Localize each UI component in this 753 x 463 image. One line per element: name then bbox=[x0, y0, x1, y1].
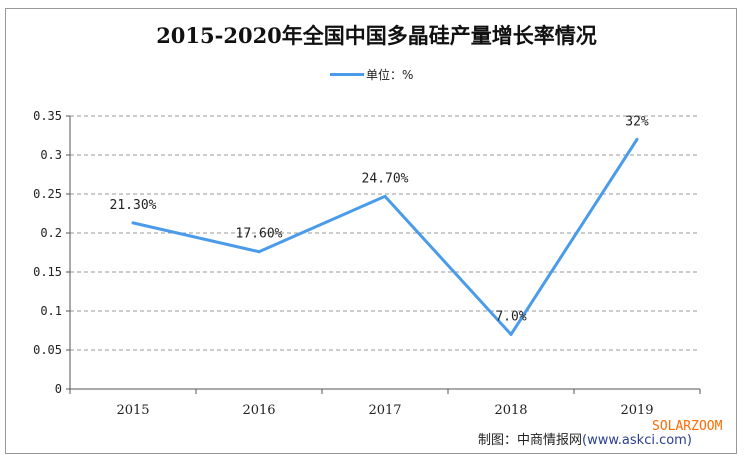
series-line bbox=[132, 138, 639, 336]
chart-title: 2015-2020年全国中国多晶硅产量增长率情况 bbox=[156, 23, 597, 48]
y-tick-label: 0 bbox=[55, 382, 62, 396]
y-tick-label: 0.35 bbox=[33, 109, 62, 123]
data-label: 17.60% bbox=[236, 227, 283, 242]
source-url: (www.askci.com) bbox=[582, 433, 692, 448]
solarzoom-watermark: SOLARZOOM bbox=[652, 419, 723, 434]
x-tick-label: 2016 bbox=[242, 403, 275, 418]
y-tick-label: 0.2 bbox=[40, 226, 62, 240]
data-point bbox=[257, 250, 261, 254]
x-tick-label: 2017 bbox=[368, 403, 401, 418]
data-point bbox=[131, 221, 135, 225]
y-tick-label: 0.05 bbox=[33, 343, 62, 357]
legend-label: 单位：% bbox=[366, 68, 414, 82]
data-label: 7.0% bbox=[495, 309, 526, 324]
source-text: 制图：中商情报网 bbox=[478, 433, 583, 448]
y-tick-label: 0.3 bbox=[40, 148, 62, 162]
data-point bbox=[383, 194, 387, 198]
footer-source: 制图：中商情报网(www.askci.com) bbox=[478, 429, 692, 448]
legend-swatch bbox=[330, 73, 364, 76]
data-point bbox=[635, 137, 639, 141]
data-point bbox=[509, 332, 513, 336]
data-label: 32% bbox=[625, 114, 649, 129]
legend: 单位：% bbox=[330, 66, 413, 83]
x-tick-label: 2019 bbox=[620, 403, 653, 418]
y-tick-label: 0.15 bbox=[33, 265, 62, 279]
data-label: 21.30% bbox=[110, 198, 157, 213]
y-tick-label: 0.25 bbox=[33, 187, 62, 201]
chart-frame bbox=[5, 8, 737, 454]
data-label: 24.70% bbox=[362, 171, 409, 186]
y-tick-label: 0.1 bbox=[40, 304, 62, 318]
x-tick-label: 2018 bbox=[494, 403, 527, 418]
x-tick-label: 2015 bbox=[116, 403, 149, 418]
